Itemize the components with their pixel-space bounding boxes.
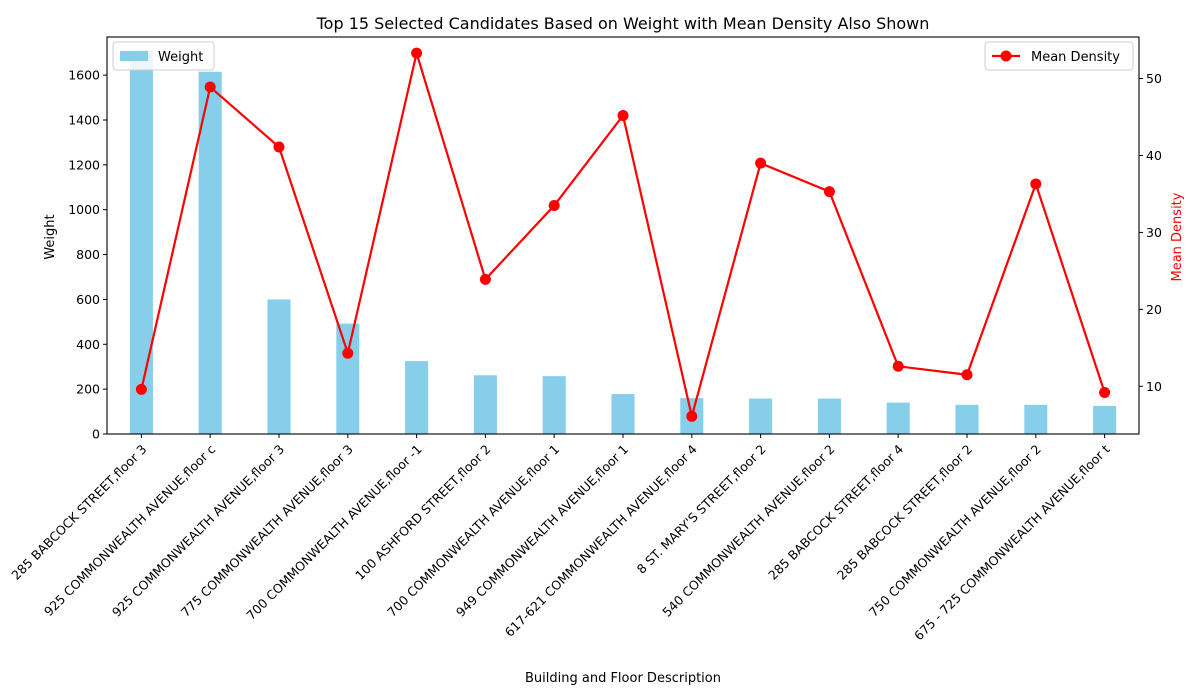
right-y-axis: 10 20 30 40 50 — [1139, 71, 1162, 394]
legend-weight-label: Weight — [158, 50, 203, 65]
y2-tick-label: 30 — [1146, 225, 1162, 240]
y-tick-label: 1600 — [68, 68, 100, 83]
y2-tick-label: 20 — [1146, 302, 1162, 317]
legend-density: Mean Density — [984, 41, 1134, 71]
density-point — [892, 360, 904, 372]
x-axis-label: Building and Floor Description — [525, 671, 721, 686]
weight-bar — [267, 299, 291, 434]
y-tick-label: 1000 — [68, 202, 100, 217]
weight-bar — [473, 375, 497, 434]
y-tick-label: 600 — [76, 292, 100, 307]
y-axis-label: Weight — [43, 214, 58, 259]
legend-density-frame — [984, 41, 1134, 71]
y-tick-label: 1200 — [68, 157, 100, 172]
y-tick-label: 400 — [76, 337, 100, 352]
y-tick-label: 0 — [92, 427, 100, 442]
density-point — [823, 186, 835, 198]
weight-bar — [749, 398, 773, 434]
legend-weight-frame — [112, 41, 215, 71]
legend-density-label: Mean Density — [1031, 50, 1120, 65]
y2-tick-label: 40 — [1146, 148, 1162, 163]
density-point — [479, 273, 491, 285]
y-tick-label: 200 — [76, 382, 100, 397]
density-point — [686, 410, 698, 422]
density-point — [342, 347, 354, 359]
density-point — [617, 109, 629, 121]
legend-density-marker — [1000, 50, 1012, 62]
weight-bar — [955, 404, 979, 434]
y-tick-label: 800 — [76, 247, 100, 262]
density-line-layer — [135, 47, 1111, 422]
weight-bar — [1024, 404, 1048, 434]
density-point — [548, 199, 560, 211]
density-point — [961, 369, 973, 381]
weight-bar — [1093, 405, 1117, 434]
chart-title: Top 15 Selected Candidates Based on Weig… — [316, 14, 930, 33]
legend-weight-swatch — [120, 51, 148, 61]
weight-bar — [886, 402, 910, 434]
weight-bar — [129, 50, 153, 434]
weight-bar — [611, 394, 635, 434]
weight-bar — [817, 398, 841, 434]
weight-bar — [542, 376, 566, 434]
density-point — [1099, 386, 1111, 398]
density-point — [755, 157, 767, 169]
y2-axis-label: Mean Density — [1170, 192, 1185, 281]
weight-bar — [405, 361, 429, 434]
density-point — [273, 141, 285, 153]
weight-bar — [198, 71, 222, 434]
left-y-axis: 0 200 400 600 800 1000 1200 1400 1600 — [68, 68, 107, 442]
legend-weight: Weight — [112, 41, 215, 71]
y-tick-label: 1400 — [68, 112, 100, 127]
density-point — [1030, 178, 1042, 190]
y2-tick-label: 50 — [1146, 71, 1162, 86]
weight-bar — [336, 323, 360, 434]
density-point — [204, 81, 216, 93]
density-point — [135, 383, 147, 395]
density-point — [411, 47, 423, 59]
y2-tick-label: 10 — [1146, 379, 1162, 394]
